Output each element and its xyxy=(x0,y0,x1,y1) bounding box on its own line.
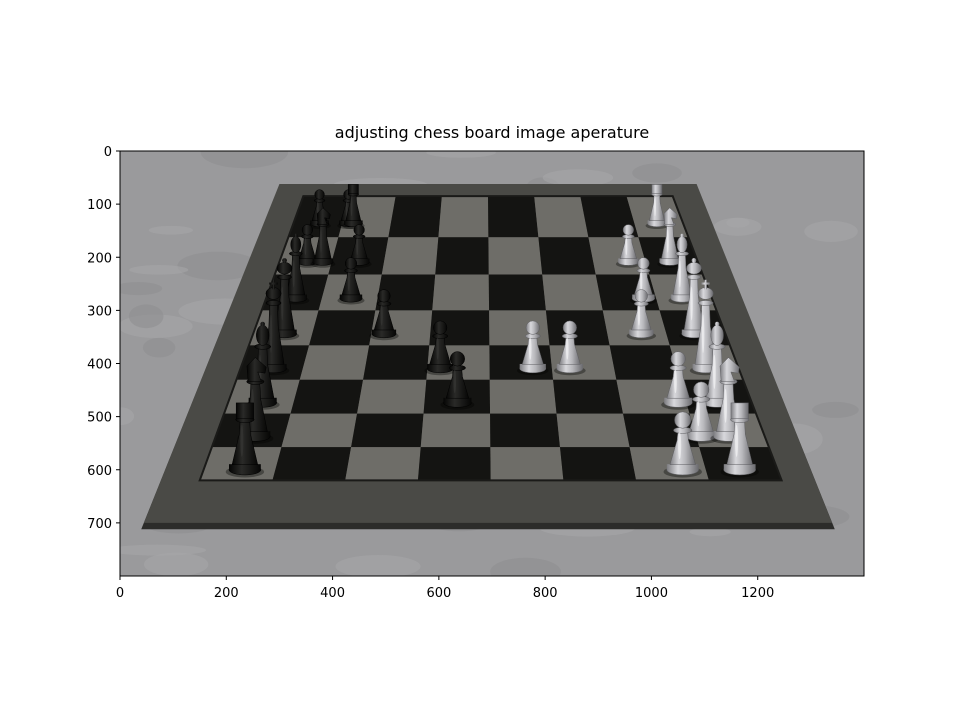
y-tick-label: 500 xyxy=(87,411,112,426)
surface-texture xyxy=(120,281,163,296)
board-square xyxy=(488,196,539,238)
board-square xyxy=(559,447,637,481)
board-square xyxy=(438,196,489,238)
x-axis: 0 200 400 600 800 1000 1200 xyxy=(116,576,774,601)
board-square xyxy=(345,447,421,481)
white-knight-piece xyxy=(657,207,683,268)
surface-texture xyxy=(200,151,289,169)
white-pawn-piece xyxy=(516,320,549,376)
surface-texture xyxy=(335,555,421,576)
board-square xyxy=(381,237,439,275)
board-square xyxy=(388,196,442,238)
board-square xyxy=(363,345,430,380)
y-tick-label: 600 xyxy=(87,464,112,479)
board-square xyxy=(351,413,424,448)
surface-texture xyxy=(542,169,614,187)
board-square xyxy=(538,237,596,275)
board-square xyxy=(357,379,427,414)
white-bishop-piece xyxy=(668,233,696,305)
black-rook-piece xyxy=(342,184,365,230)
y-tick-label: 0 xyxy=(104,145,112,160)
white-pawn-piece xyxy=(553,320,586,376)
plot-title: adjusting chess board image aperature xyxy=(335,123,649,142)
board-square xyxy=(309,310,376,346)
board-square xyxy=(299,345,370,380)
board-square xyxy=(489,310,550,346)
board-square xyxy=(556,413,630,448)
board-square xyxy=(272,447,352,481)
x-tick-label: 400 xyxy=(320,586,345,601)
x-tick-label: 1000 xyxy=(635,586,668,601)
surface-texture xyxy=(148,225,194,235)
surface-texture xyxy=(689,527,731,537)
board-square xyxy=(553,379,624,414)
board-square xyxy=(609,345,680,380)
surface-texture xyxy=(142,337,176,358)
surface-texture xyxy=(143,552,209,576)
board-square xyxy=(435,237,489,275)
black-rook-piece xyxy=(225,402,265,478)
board-square xyxy=(490,447,564,481)
board-square xyxy=(432,274,490,311)
board-square xyxy=(489,379,557,414)
surface-texture xyxy=(426,151,496,158)
surface-texture xyxy=(632,163,682,183)
surface-texture xyxy=(128,304,164,329)
surface-texture xyxy=(129,265,189,275)
board-square xyxy=(488,274,546,311)
board-square xyxy=(542,274,603,311)
chessboard-image xyxy=(120,151,864,576)
black-pawn-piece xyxy=(369,289,399,341)
white-pawn-piece xyxy=(663,411,702,478)
board-square xyxy=(420,413,491,448)
y-tick-label: 300 xyxy=(87,304,112,319)
board-square xyxy=(290,379,364,414)
black-pawn-piece xyxy=(337,257,365,305)
y-tick-label: 400 xyxy=(87,358,112,373)
y-axis: 0 100 200 300 400 500 600 700 xyxy=(87,145,120,532)
board-square xyxy=(489,345,554,380)
white-pawn-piece xyxy=(683,381,720,444)
white-pawn-piece xyxy=(661,351,696,410)
white-queen-piece xyxy=(679,258,709,341)
surface-texture xyxy=(177,251,259,281)
surface-texture xyxy=(120,407,135,426)
surface-texture xyxy=(804,220,858,242)
board-border xyxy=(198,195,784,482)
surface-texture xyxy=(812,401,859,418)
surface-texture xyxy=(490,557,561,576)
white-pawn-piece xyxy=(626,289,657,341)
chess-pieces xyxy=(225,184,759,478)
surface-texture xyxy=(120,544,207,556)
x-tick-label: 200 xyxy=(214,586,239,601)
board-square xyxy=(588,237,650,275)
board-square xyxy=(375,274,436,311)
y-tick-label: 200 xyxy=(87,251,112,266)
x-tick-label: 0 xyxy=(116,586,124,601)
x-tick-label: 1200 xyxy=(741,586,774,601)
board-square xyxy=(534,196,589,238)
black-pawn-piece xyxy=(440,351,475,410)
board-square xyxy=(488,237,543,275)
y-tick-label: 100 xyxy=(87,198,112,213)
y-tick-label: 700 xyxy=(87,517,112,532)
board-square xyxy=(417,447,491,481)
x-tick-label: 600 xyxy=(426,586,451,601)
white-rook-piece xyxy=(720,402,759,478)
white-pawn-piece xyxy=(615,224,641,268)
white-rook-piece xyxy=(645,184,669,230)
board-square xyxy=(545,310,610,346)
surface-texture xyxy=(713,217,762,236)
black-pawn-piece xyxy=(424,320,457,376)
black-knight-piece xyxy=(310,207,336,268)
board-square xyxy=(490,413,560,448)
board-square xyxy=(281,413,358,448)
x-tick-label: 800 xyxy=(533,586,558,601)
black-bishop-piece xyxy=(282,233,310,305)
black-queen-piece xyxy=(269,258,300,341)
